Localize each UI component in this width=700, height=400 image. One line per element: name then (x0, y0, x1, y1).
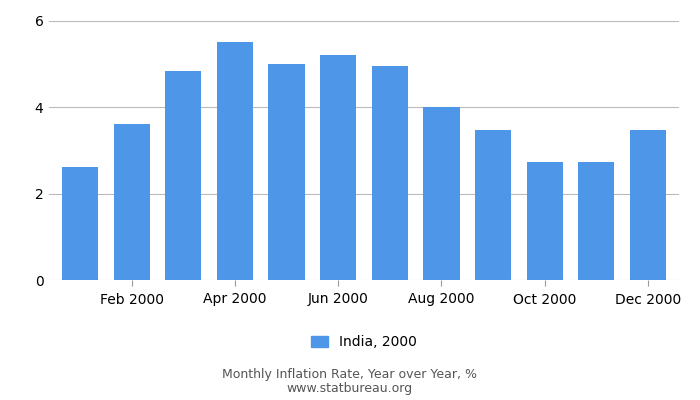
Text: Monthly Inflation Rate, Year over Year, %: Monthly Inflation Rate, Year over Year, … (223, 368, 477, 381)
Bar (165, 71, 202, 280)
Text: www.statbureau.org: www.statbureau.org (287, 382, 413, 395)
Bar (113, 124, 150, 280)
Bar (578, 162, 615, 280)
Bar (526, 162, 563, 280)
Bar (62, 167, 98, 280)
Bar (630, 130, 666, 280)
Legend: India, 2000: India, 2000 (312, 335, 416, 349)
Bar (424, 107, 459, 280)
Bar (475, 130, 511, 280)
Bar (269, 64, 304, 280)
Bar (372, 66, 408, 280)
Bar (320, 55, 356, 280)
Bar (217, 42, 253, 280)
